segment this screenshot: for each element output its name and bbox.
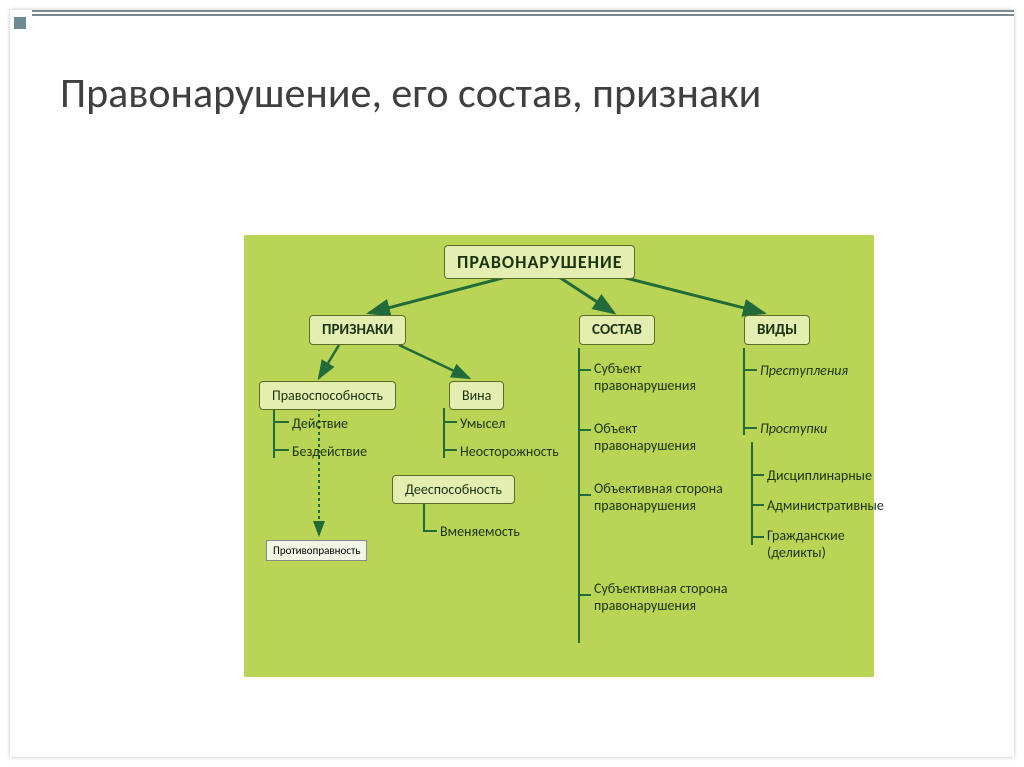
- txt-subject: Субъект правонарушения: [594, 360, 734, 394]
- node-illegality: Противоправность: [266, 540, 367, 561]
- node-guilt: Вина: [449, 381, 504, 410]
- node-root: ПРАВОНАРУШЕНИЕ: [444, 245, 635, 279]
- decoration-top-line: [32, 10, 1014, 16]
- slide: Правонарушение, его состав, признаки: [10, 10, 1014, 757]
- decoration-corner-square: [14, 17, 26, 29]
- node-capacity: Правоспособность: [259, 381, 396, 410]
- txt-object: Объект правонарушения: [594, 420, 734, 454]
- node-signs: ПРИЗНАКИ: [309, 315, 406, 345]
- txt-negligence: Неосторожность: [460, 443, 559, 460]
- txt-civil: Гражданские (деликты): [767, 527, 877, 561]
- txt-subj-side: Субъективная сторона правонарушения: [594, 580, 744, 614]
- txt-intent: Умысел: [460, 415, 505, 432]
- txt-action: Действие: [292, 415, 348, 432]
- txt-misdemeanors: Проступки: [760, 420, 827, 437]
- txt-obj-side: Объективная сторона правонарушения: [594, 480, 744, 514]
- txt-crimes: Преступления: [760, 362, 848, 379]
- slide-title: Правонарушение, его состав, признаки: [60, 70, 761, 118]
- node-composition: СОСТАВ: [579, 315, 655, 345]
- txt-inaction: Бездействие: [292, 443, 367, 460]
- node-competence: Дееспособность: [392, 475, 515, 504]
- node-types: ВИДЫ: [744, 315, 810, 345]
- txt-administrative: Административные: [767, 497, 884, 514]
- txt-disciplinary: Дисциплинарные: [767, 467, 872, 484]
- diagram-container: ПРАВОНАРУШЕНИЕ ПРИЗНАКИ СОСТАВ ВИДЫ Прав…: [244, 235, 874, 677]
- txt-sanity: Вменяемость: [440, 523, 520, 540]
